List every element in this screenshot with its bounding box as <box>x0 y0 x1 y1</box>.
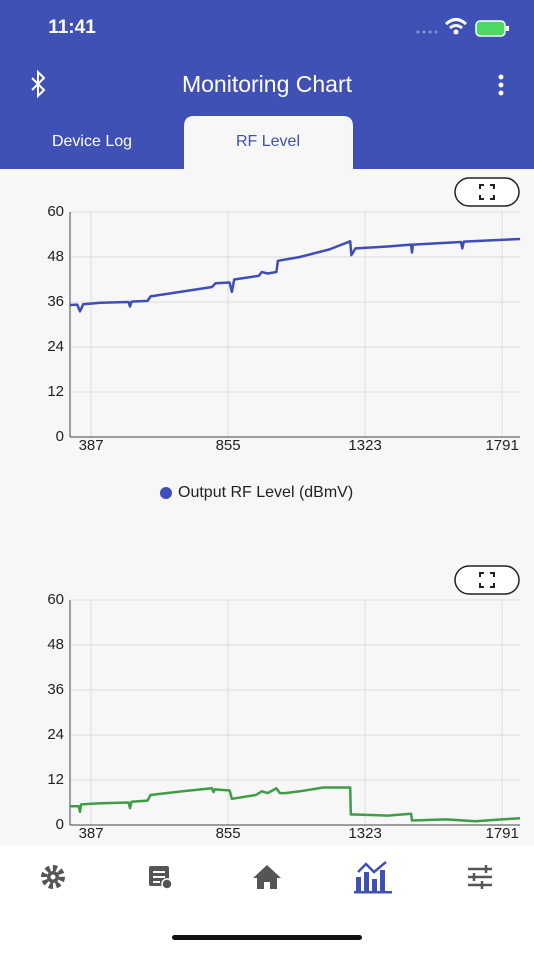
x-tick-label: 1791 <box>485 437 518 454</box>
x-tick-label: 1323 <box>348 437 381 454</box>
x-tick-label: 1323 <box>348 825 381 842</box>
nav-chart[interactable] <box>354 861 392 894</box>
y-tick-label: 0 <box>56 816 64 833</box>
nav-home[interactable] <box>253 865 281 889</box>
y-tick-label: 12 <box>47 383 64 400</box>
y-tick-label: 48 <box>47 636 64 653</box>
status-time: 11:41 <box>48 17 96 38</box>
y-tick-label: 12 <box>47 771 64 788</box>
bottom-nav <box>0 845 534 950</box>
active-tab-bg[interactable] <box>184 116 353 169</box>
x-tick-label: 387 <box>79 825 104 842</box>
bluetooth-icon[interactable] <box>31 69 46 99</box>
y-tick-label: 48 <box>47 248 64 265</box>
y-tick-label: 60 <box>47 591 64 608</box>
tab[interactable]: RF Level <box>236 133 300 150</box>
x-tick-label: 387 <box>79 437 104 454</box>
data-line <box>69 237 521 313</box>
data-line <box>70 786 521 823</box>
y-tick-label: 24 <box>47 338 64 355</box>
y-tick-label: 36 <box>47 681 64 698</box>
x-tick-label: 855 <box>216 437 241 454</box>
y-tick-label: 36 <box>47 293 64 310</box>
nav-tune[interactable] <box>468 865 492 889</box>
nav-log[interactable] <box>149 866 173 890</box>
home-indicator <box>172 935 362 940</box>
tab[interactable]: Device Log <box>52 133 132 150</box>
y-tick-label: 60 <box>47 203 64 220</box>
menu-icon[interactable] <box>498 74 504 96</box>
x-tick-label: 855 <box>216 825 241 842</box>
legend-label: Output RF Level (dBmV) <box>178 484 353 501</box>
expand-button[interactable] <box>454 177 520 207</box>
status-icons <box>416 18 509 37</box>
legend-marker <box>160 487 172 499</box>
y-tick-label: 24 <box>47 726 64 743</box>
charts: 0 12 24 36 48 60 387 855 1323 1791 Output RF Level… <box>47 203 521 842</box>
expand-button[interactable] <box>454 565 520 595</box>
x-tick-label: 1791 <box>485 825 518 842</box>
y-tick-label: 0 <box>56 428 64 445</box>
app-title: Monitoring Chart <box>182 71 353 97</box>
nav-settings[interactable] <box>41 865 65 889</box>
